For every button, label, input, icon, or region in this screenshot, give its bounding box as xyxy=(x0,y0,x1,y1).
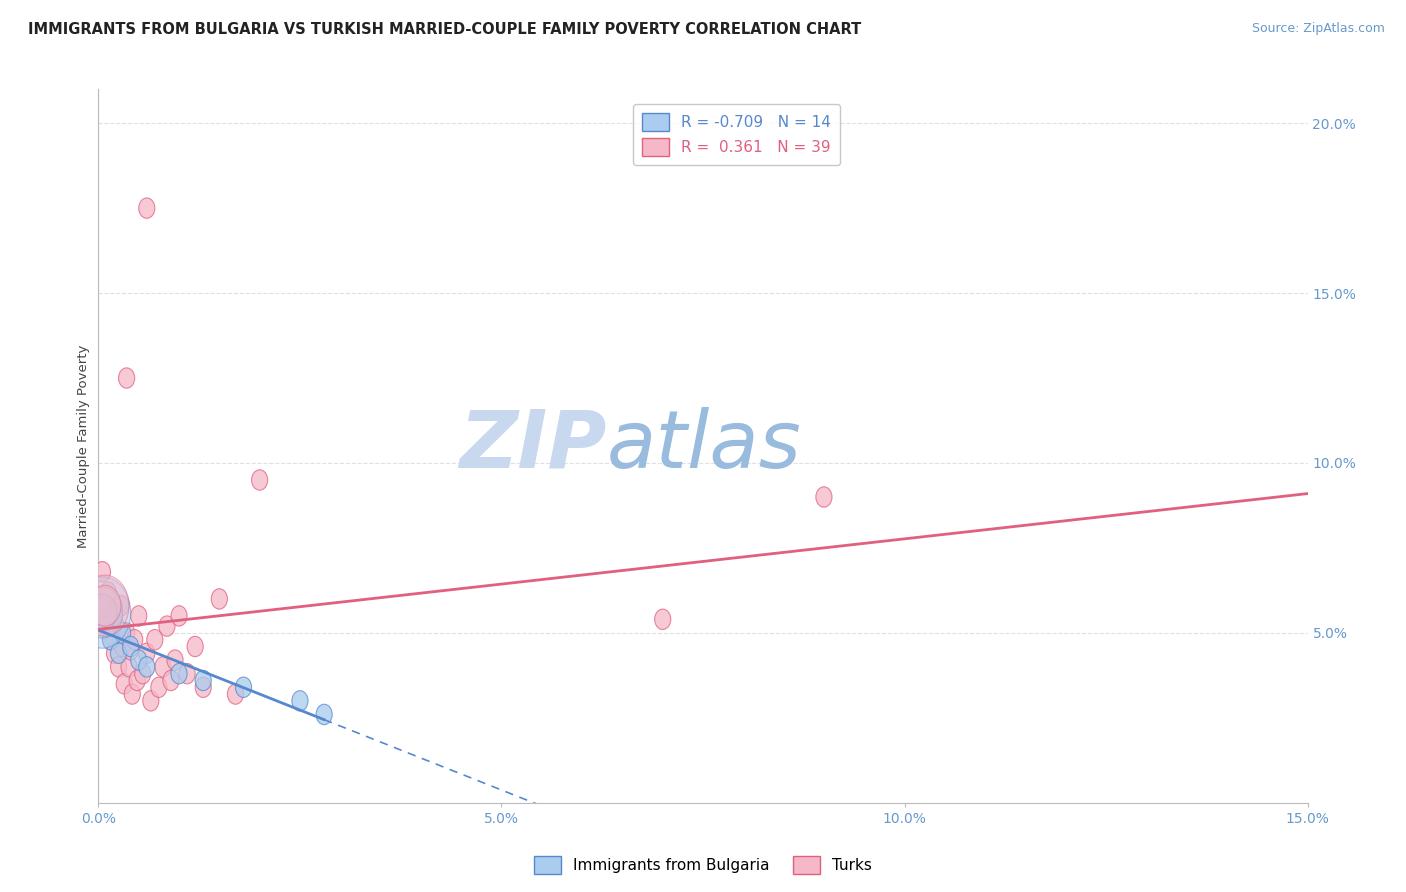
Ellipse shape xyxy=(179,664,195,684)
Ellipse shape xyxy=(159,615,174,636)
Ellipse shape xyxy=(815,487,832,508)
Ellipse shape xyxy=(135,664,150,684)
Ellipse shape xyxy=(139,657,155,677)
Text: IMMIGRANTS FROM BULGARIA VS TURKISH MARRIED-COUPLE FAMILY POVERTY CORRELATION CH: IMMIGRANTS FROM BULGARIA VS TURKISH MARR… xyxy=(28,22,862,37)
Ellipse shape xyxy=(292,690,308,711)
Ellipse shape xyxy=(122,636,139,657)
Ellipse shape xyxy=(195,677,211,698)
Ellipse shape xyxy=(107,606,122,626)
Ellipse shape xyxy=(103,630,118,650)
Ellipse shape xyxy=(316,705,332,724)
Ellipse shape xyxy=(97,596,112,615)
Ellipse shape xyxy=(94,596,111,615)
Ellipse shape xyxy=(143,690,159,711)
Ellipse shape xyxy=(122,640,139,660)
Ellipse shape xyxy=(114,623,131,643)
Ellipse shape xyxy=(89,585,121,626)
Ellipse shape xyxy=(155,657,172,677)
Ellipse shape xyxy=(112,596,129,615)
Ellipse shape xyxy=(228,684,243,705)
Text: atlas: atlas xyxy=(606,407,801,485)
Ellipse shape xyxy=(111,643,127,664)
Ellipse shape xyxy=(655,609,671,630)
Ellipse shape xyxy=(98,615,114,636)
Ellipse shape xyxy=(118,623,135,643)
Ellipse shape xyxy=(107,643,122,664)
Ellipse shape xyxy=(114,636,131,657)
Ellipse shape xyxy=(75,577,131,648)
Ellipse shape xyxy=(163,670,179,690)
Ellipse shape xyxy=(121,657,138,677)
Ellipse shape xyxy=(100,582,117,602)
Ellipse shape xyxy=(131,650,146,670)
Ellipse shape xyxy=(252,470,267,491)
Ellipse shape xyxy=(105,602,121,623)
Ellipse shape xyxy=(124,684,141,705)
Ellipse shape xyxy=(139,643,155,664)
Ellipse shape xyxy=(167,650,183,670)
Ellipse shape xyxy=(83,587,122,638)
Legend: R = -0.709   N = 14, R =  0.361   N = 39: R = -0.709 N = 14, R = 0.361 N = 39 xyxy=(633,104,841,165)
Ellipse shape xyxy=(187,636,204,657)
Text: Source: ZipAtlas.com: Source: ZipAtlas.com xyxy=(1251,22,1385,36)
Ellipse shape xyxy=(98,613,114,633)
Ellipse shape xyxy=(89,594,117,631)
Ellipse shape xyxy=(111,657,127,677)
Ellipse shape xyxy=(139,198,155,219)
Ellipse shape xyxy=(118,368,135,388)
Ellipse shape xyxy=(80,575,129,636)
Ellipse shape xyxy=(129,670,145,690)
Ellipse shape xyxy=(195,670,211,690)
Ellipse shape xyxy=(146,630,163,650)
Ellipse shape xyxy=(172,664,187,684)
Ellipse shape xyxy=(127,630,143,650)
Ellipse shape xyxy=(150,677,167,698)
Legend: Immigrants from Bulgaria, Turks: Immigrants from Bulgaria, Turks xyxy=(527,850,879,880)
Ellipse shape xyxy=(117,673,132,694)
Y-axis label: Married-Couple Family Poverty: Married-Couple Family Poverty xyxy=(77,344,90,548)
Ellipse shape xyxy=(235,677,252,698)
Ellipse shape xyxy=(108,615,124,636)
Ellipse shape xyxy=(94,562,111,582)
Ellipse shape xyxy=(131,606,146,626)
Text: ZIP: ZIP xyxy=(458,407,606,485)
Ellipse shape xyxy=(211,589,228,609)
Ellipse shape xyxy=(172,606,187,626)
Ellipse shape xyxy=(103,630,118,650)
